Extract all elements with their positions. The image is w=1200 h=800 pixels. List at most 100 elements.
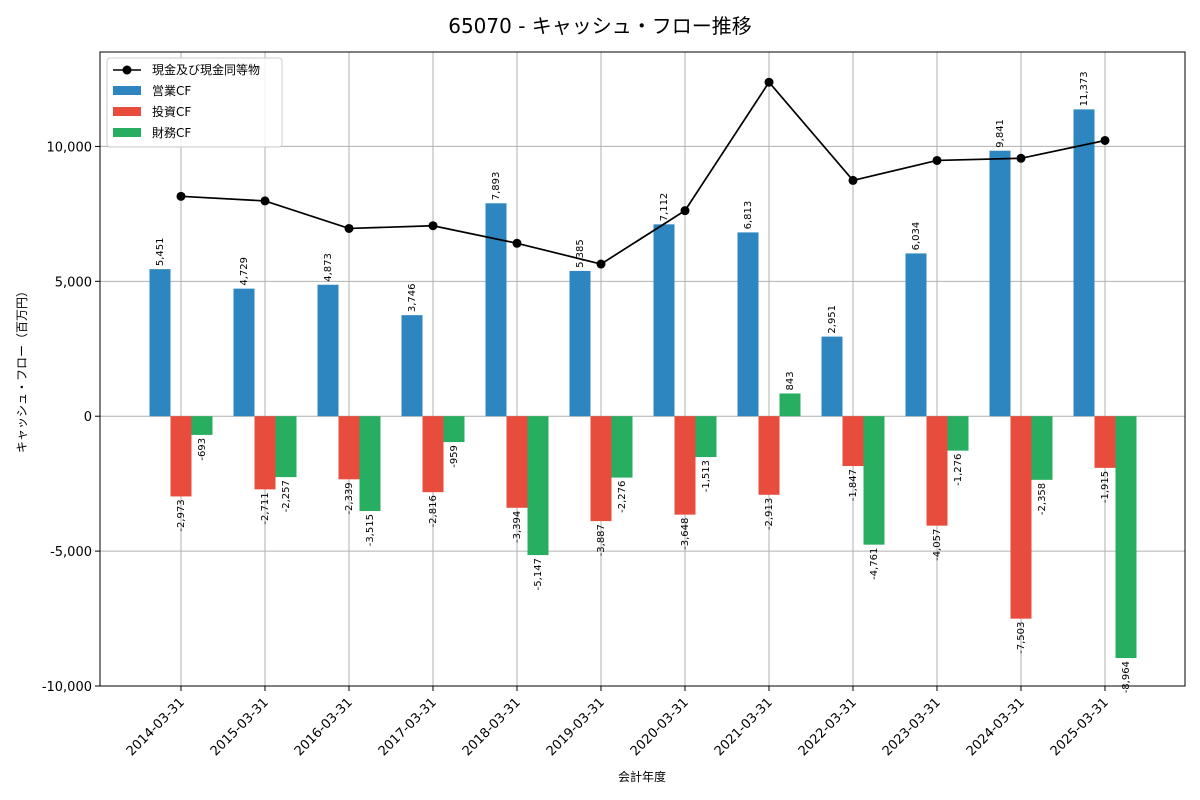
operating-cf-bar <box>149 269 171 417</box>
data-label: -693 <box>197 438 208 461</box>
x-tick-label: 2022-03-31 <box>796 695 860 759</box>
chart-title: 65070 - キャッシュ・フロー推移 <box>448 14 752 38</box>
y-tick-label: 0 <box>84 410 92 425</box>
data-labels-group: 5,451 4,729 4,873 3,746 7,893 5,385 7,112 6,813… <box>155 71 1132 693</box>
data-label: -4,761 <box>869 548 880 580</box>
data-label: -1,276 <box>953 454 964 486</box>
financing-cf-bar <box>1115 416 1137 659</box>
data-label: -5,147 <box>533 558 544 590</box>
operating-cf-bar <box>653 224 675 417</box>
data-label: -3,887 <box>596 524 607 556</box>
cash-equivalents-line <box>180 80 1106 265</box>
data-label: 9,841 <box>995 119 1006 148</box>
legend: 現金及び現金同等物 営業CF 投資CF 財務CF <box>106 57 283 148</box>
investing-cf-bar <box>1010 416 1032 619</box>
operating-cf-bar <box>233 288 255 417</box>
investing-cf-bar <box>506 416 528 508</box>
legend-swatch-financing <box>113 128 141 137</box>
legend-label-investing: 投資CF <box>152 104 191 119</box>
data-label: 3,746 <box>407 284 418 313</box>
operating-cf-bar <box>821 336 843 417</box>
x-tick-label: 2023-03-31 <box>880 695 944 759</box>
data-label: 843 <box>785 371 796 390</box>
data-label: -7,503 <box>1016 622 1027 654</box>
data-label: 5,385 <box>575 239 586 268</box>
operating-cf-bar <box>989 150 1011 417</box>
data-label: 6,034 <box>911 222 922 251</box>
data-label: -4,057 <box>932 529 943 561</box>
cash-equivalents-point <box>260 196 270 206</box>
cash-line-group <box>176 77 1110 269</box>
y-tick-label: 5,000 <box>55 275 92 290</box>
data-label: -2,711 <box>260 492 271 524</box>
data-label: 11,373 <box>1079 71 1090 106</box>
financing-cf-bar <box>275 416 297 478</box>
data-label: -2,913 <box>764 498 775 530</box>
legend-swatch-investing <box>113 107 141 116</box>
cash-equivalents-point <box>176 191 186 201</box>
data-label: -3,648 <box>680 518 691 550</box>
investing-cf-bar <box>590 416 612 522</box>
data-label: 4,729 <box>239 257 250 286</box>
cash-equivalents-point <box>932 155 942 165</box>
data-label: -2,358 <box>1037 483 1048 515</box>
investing-cf-bar <box>674 416 696 515</box>
financing-cf-bar <box>863 416 885 545</box>
financing-cf-bar <box>359 416 381 512</box>
operating-cf-bar <box>1073 109 1095 417</box>
data-label: -1,847 <box>848 469 859 501</box>
x-tick-label: 2019-03-31 <box>544 695 608 759</box>
data-label: -3,515 <box>365 514 376 546</box>
x-tick-label: 2018-03-31 <box>460 695 524 759</box>
investing-cf-bar <box>254 416 276 490</box>
financing-cf-bar <box>947 416 969 451</box>
x-tick-label: 2014-03-31 <box>124 695 188 759</box>
investing-cf-bar <box>842 416 864 467</box>
data-label: -1,513 <box>701 460 712 492</box>
data-label: -2,257 <box>281 480 292 512</box>
data-label: -2,816 <box>428 495 439 527</box>
operating-cf-bar <box>317 284 339 417</box>
legend-label-cash: 現金及び現金同等物 <box>152 62 260 77</box>
legend-label-operating: 営業CF <box>152 84 191 98</box>
y-tick-label: -10,000 <box>42 680 92 695</box>
y-axis-label: キャッシュ・フロー（百万円） <box>15 285 29 453</box>
operating-cf-bar <box>401 315 423 417</box>
data-label: 6,813 <box>743 201 754 230</box>
data-label: -2,276 <box>617 481 628 513</box>
financing-cf-bar <box>611 416 633 478</box>
cash-equivalents-point <box>1016 153 1026 163</box>
legend-swatch-operating <box>113 86 141 95</box>
x-tick-label: 2015-03-31 <box>208 695 272 759</box>
operating-cf-bar <box>485 203 507 417</box>
data-label: 5,451 <box>155 238 166 267</box>
x-tick-label: 2020-03-31 <box>628 695 692 759</box>
x-axis-label: 会計年度 <box>618 769 666 784</box>
cash-equivalents-point <box>848 175 858 185</box>
investing-cf-bar <box>1094 416 1116 468</box>
plot-frame <box>99 51 1186 687</box>
x-tick-label: 2017-03-31 <box>376 695 440 759</box>
x-tick-label: 2016-03-31 <box>292 695 356 759</box>
investing-cf-bar <box>338 416 360 480</box>
financing-cf-bar <box>191 416 213 435</box>
cash-equivalents-point <box>764 77 774 87</box>
data-label: -2,339 <box>344 482 355 514</box>
data-label: -1,915 <box>1100 471 1111 503</box>
data-label: -3,394 <box>512 511 523 543</box>
financing-cf-bar <box>1031 416 1053 480</box>
legend-marker-swatch <box>122 65 132 75</box>
financing-cf-bar <box>695 416 717 458</box>
cash-equivalents-point <box>344 223 354 233</box>
operating-cf-bar <box>737 232 759 417</box>
investing-cf-bar <box>758 416 780 495</box>
data-label: 7,893 <box>491 172 502 201</box>
legend-box <box>106 57 283 148</box>
x-axis-ticks: 2014-03-31 2015-03-31 2016-03-31 2017-03-31… <box>124 686 1112 759</box>
x-tick-label: 2024-03-31 <box>964 695 1028 759</box>
financing-cf-bar <box>527 416 549 556</box>
x-tick-label: 2021-03-31 <box>712 695 776 759</box>
legend-label-financing: 財務CF <box>152 125 191 140</box>
x-tick-label: 2025-03-31 <box>1048 695 1112 759</box>
